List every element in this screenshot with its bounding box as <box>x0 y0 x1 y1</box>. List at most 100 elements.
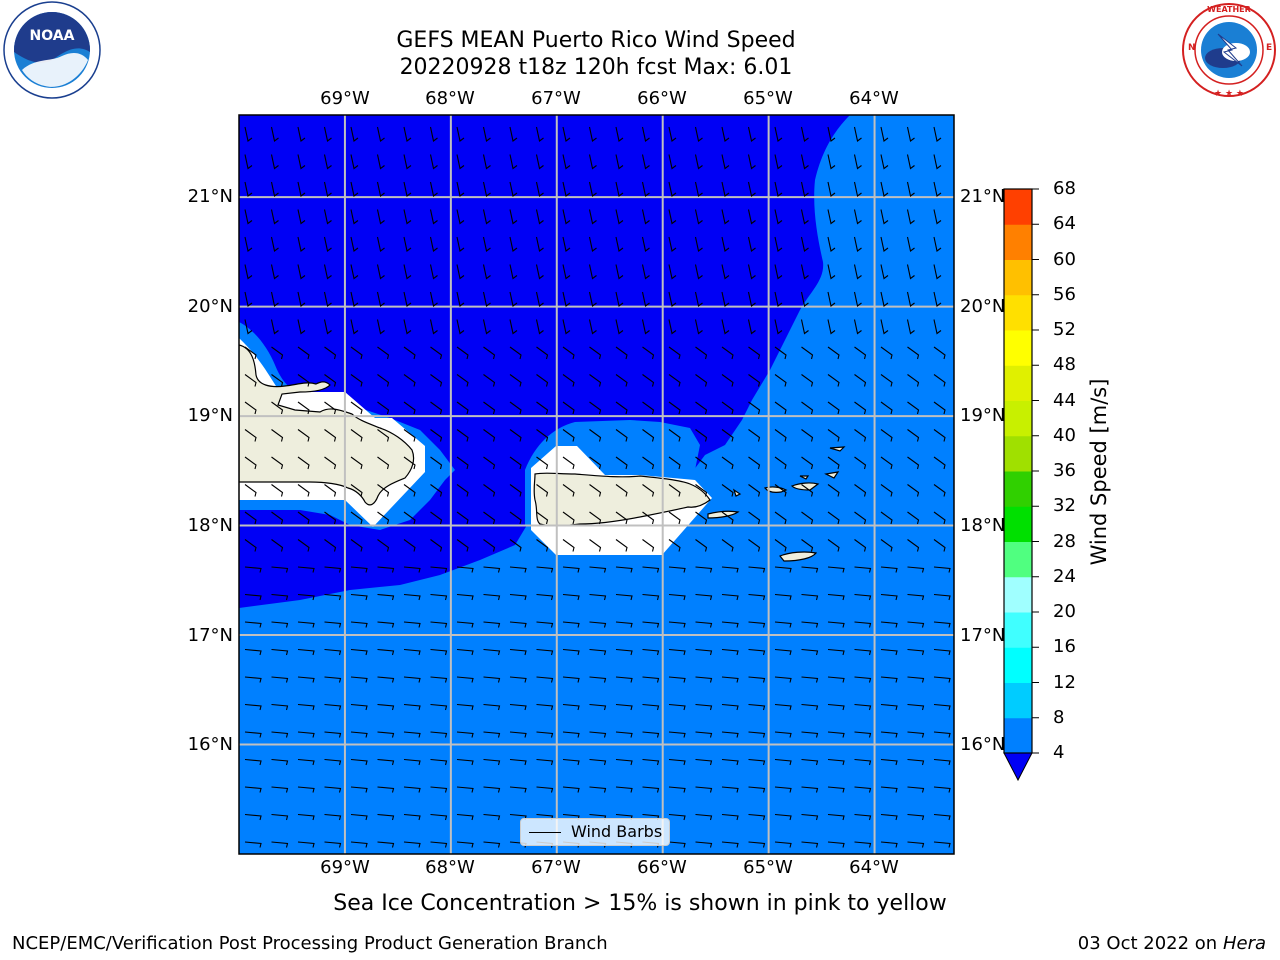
wind-barb <box>774 648 792 656</box>
wind-barb <box>695 621 713 628</box>
wind-barb <box>376 236 385 252</box>
wind-barb <box>907 621 925 628</box>
colorbar-cell <box>1004 612 1032 648</box>
wind-barb <box>774 484 787 497</box>
wind-barb <box>642 456 655 470</box>
wind-barb <box>456 786 474 793</box>
wind-barb <box>403 621 421 628</box>
lat-label-left: 17°N <box>187 625 233 646</box>
wind-barb <box>642 703 660 711</box>
wind-barb <box>801 511 814 525</box>
wind-barb <box>615 209 624 225</box>
wind-barb <box>509 236 518 252</box>
wind-barb <box>244 429 257 442</box>
wind-barb <box>403 731 421 738</box>
lat-label-right: 20°N <box>960 296 1006 317</box>
wind-barb <box>271 841 289 848</box>
wind-barb <box>483 758 501 766</box>
lon-label-top: 68°W <box>425 88 475 109</box>
wind-barb <box>562 484 575 497</box>
wind-barb <box>668 539 681 552</box>
wind-barb <box>270 264 279 280</box>
wind-barb <box>907 456 920 470</box>
wind-barb <box>774 236 783 252</box>
wind-barb <box>615 566 633 573</box>
wind-barb <box>589 456 602 470</box>
wind-barb <box>747 209 756 225</box>
wind-barb <box>429 264 438 280</box>
wind-barb <box>721 291 730 307</box>
wind-barb <box>641 126 650 142</box>
wind-barb <box>297 786 315 793</box>
lon-label-bottom: 69°W <box>320 857 370 878</box>
wind-barb <box>377 621 395 628</box>
wind-barb <box>324 841 342 848</box>
wind-barb <box>323 264 332 280</box>
wind-barb <box>615 291 624 307</box>
wind-barb <box>297 593 315 601</box>
wind-barb <box>509 181 518 197</box>
wind-barb <box>615 731 633 738</box>
vieques-island <box>707 510 740 519</box>
wind-barb <box>244 786 262 793</box>
wind-barb <box>854 511 867 525</box>
wind-barb <box>907 758 925 766</box>
wind-barb <box>774 621 792 628</box>
wind-barb <box>244 154 253 170</box>
colorbar-cell <box>1004 647 1032 683</box>
wind-barb <box>827 126 836 142</box>
wind-barb <box>430 841 448 848</box>
wind-barb <box>350 346 363 360</box>
wind-barb <box>880 731 898 738</box>
wind-barb <box>509 291 518 307</box>
wind-barb <box>483 511 496 525</box>
wind-barb <box>827 264 836 280</box>
wind-barb <box>774 676 792 683</box>
wind-barb <box>270 126 279 142</box>
wind-barb <box>270 209 279 225</box>
wind-barb <box>641 236 650 252</box>
wind-barb <box>456 456 469 470</box>
wind-barb <box>827 209 836 225</box>
colorbar-extend-triangle <box>1003 752 1033 782</box>
wind-barb <box>668 401 681 415</box>
wind-barb <box>456 319 465 335</box>
wind-barb <box>933 236 942 252</box>
wind-barb <box>907 484 920 497</box>
wind-barb <box>748 374 761 387</box>
wind-barb <box>615 484 628 497</box>
lon-label-bottom: 65°W <box>743 857 793 878</box>
wind-barb <box>535 154 544 170</box>
wind-barb <box>774 154 783 170</box>
wind-barb <box>642 346 655 360</box>
colorbar-tick-label: 40 <box>1053 424 1076 446</box>
wind-barb <box>403 264 412 280</box>
wind-barb <box>297 236 306 252</box>
wind-barb <box>271 566 289 573</box>
wind-barb <box>854 456 867 470</box>
wind-barb <box>721 703 739 711</box>
wind-barb <box>906 319 915 335</box>
lat-label-left: 18°N <box>187 515 233 536</box>
wind-barb <box>509 621 527 628</box>
wind-barb <box>377 401 390 415</box>
chart-subtitle: 20220928 t18z 120h fcst Max: 6.01 <box>399 55 793 80</box>
wind-barb <box>324 676 342 683</box>
lat-label-left: 19°N <box>187 405 233 426</box>
colorbar-tick-label: 60 <box>1053 248 1076 270</box>
wind-barb <box>668 236 677 252</box>
wind-barb <box>430 648 448 656</box>
wind-barb <box>562 676 580 683</box>
wind-barb <box>562 181 571 197</box>
wind-barb <box>695 758 713 766</box>
wind-barb <box>536 539 549 552</box>
wind-barb <box>774 593 792 601</box>
colorbar-label: Wind Speed [m/s] <box>1087 378 1111 566</box>
wind-barb <box>271 374 284 387</box>
wind-barb <box>562 429 575 442</box>
wind-barb <box>430 539 443 552</box>
wind-barb <box>933 401 946 415</box>
wind-barb <box>456 401 469 415</box>
wind-barb <box>456 676 474 683</box>
wind-barb <box>854 401 867 415</box>
